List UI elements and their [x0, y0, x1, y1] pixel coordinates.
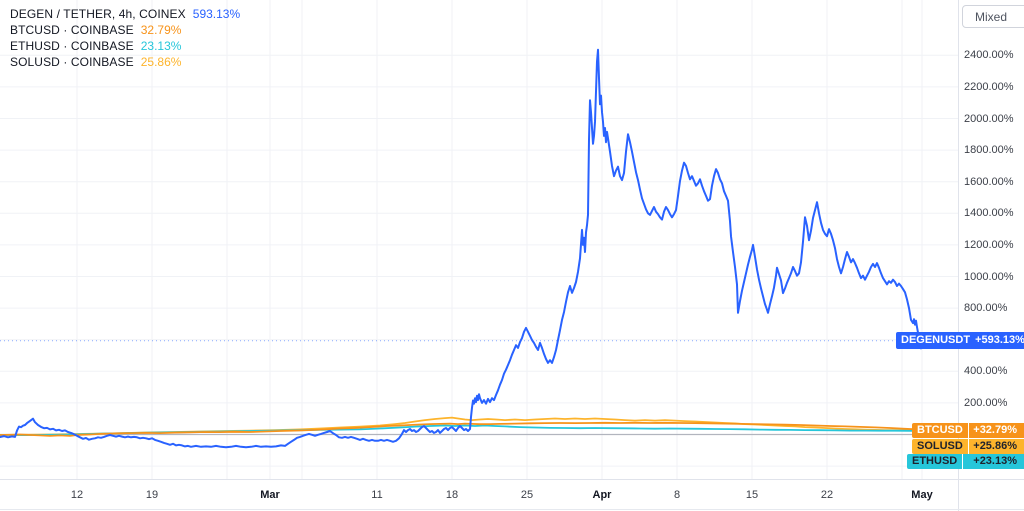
price-axis-label: 2400.00%	[964, 49, 1014, 62]
time-axis-label-18: 18	[445, 489, 459, 501]
price-axis-label: 400.00%	[964, 365, 1008, 378]
legend-row-main[interactable]: DEGEN / TETHER, 4h, COINEX 593.13%	[10, 6, 240, 21]
time-axis-label-19: 19	[145, 489, 159, 501]
legend-row-solusd[interactable]: SOLUSD · COINBASE 25.86%	[10, 54, 240, 69]
time-axis-label-15: 15	[745, 489, 759, 501]
legend-row-ethusd[interactable]: ETHUSD · COINBASE 23.13%	[10, 38, 240, 53]
unit-mode-label: Mixed	[975, 9, 1008, 24]
price-label-symbol: BTCUSD	[912, 423, 968, 438]
time-axis-label-may: May	[911, 489, 933, 501]
price-axis-label: 200.00%	[964, 396, 1008, 409]
time-axis-label-apr: Apr	[592, 489, 612, 501]
compare-symbol-value: 32.79%	[140, 22, 182, 37]
price-axis-label: 1200.00%	[964, 238, 1014, 251]
price-axis-label: 1400.00%	[964, 207, 1014, 220]
price-label-btcusd: BTCUSD +32.79%	[912, 423, 1024, 438]
compare-symbol-value: 23.13%	[140, 38, 182, 53]
price-axis-label: 1800.00%	[964, 144, 1014, 157]
compare-symbol-title: SOLUSD · COINBASE	[10, 54, 134, 69]
time-axis-separator	[0, 479, 1024, 480]
chart-panel[interactable]: DEGEN / TETHER, 4h, COINEX 593.13% BTCUS…	[0, 0, 958, 479]
price-label-ethusd: ETHUSD +23.13%	[907, 454, 1024, 469]
price-label-value: +32.79%	[968, 423, 1024, 438]
price-label-solusd: SOLUSD +25.86%	[912, 438, 1024, 454]
time-axis-label-11: 11	[371, 489, 383, 501]
compare-symbol-title: ETHUSD · COINBASE	[10, 38, 134, 53]
price-axis-label: 800.00%	[964, 302, 1008, 315]
price-axis-separator	[958, 0, 959, 511]
price-label-value: +23.13%	[963, 454, 1024, 469]
price-label-value: +593.13%	[975, 332, 1024, 349]
price-label-divider	[967, 438, 969, 454]
time-axis[interactable]: 12 19 Mar 11 18 25 Apr 8 15 22 May	[0, 480, 958, 510]
time-axis-label-22: 22	[820, 489, 834, 501]
time-axis-label-8: 8	[673, 489, 681, 501]
price-axis-label: 2200.00%	[964, 80, 1014, 93]
chart-legend: DEGEN / TETHER, 4h, COINEX 593.13% BTCUS…	[10, 6, 240, 70]
price-label-divider	[962, 454, 964, 469]
price-label-divider	[967, 423, 969, 438]
main-symbol-title: DEGEN / TETHER, 4h, COINEX	[10, 6, 186, 21]
price-axis-label: 1600.00%	[964, 175, 1014, 188]
price-axis[interactable]: 2400.00% 2200.00% 2000.00% 1800.00% 1600.00%…	[959, 0, 1024, 479]
compare-symbol-title: BTCUSD · COINBASE	[10, 22, 134, 37]
time-axis-label-12: 12	[70, 489, 84, 501]
price-label-value: +25.86%	[968, 438, 1024, 454]
series-line-degenusdt	[0, 48, 923, 449]
chart-canvas[interactable]	[0, 0, 958, 479]
price-label-symbol: SOLUSD	[912, 438, 968, 454]
compare-symbol-value: 25.86%	[140, 54, 182, 69]
price-axis-label: 1000.00%	[964, 270, 1014, 283]
unit-mode-dropdown[interactable]: Mixed	[962, 5, 1024, 28]
price-label-symbol: ETHUSD	[907, 454, 963, 469]
time-axis-label-mar: Mar	[260, 489, 280, 501]
series-line-btcusd	[0, 421, 923, 437]
time-axis-label-25: 25	[520, 489, 534, 501]
price-axis-label: 2000.00%	[964, 112, 1014, 125]
main-symbol-value: 593.13%	[192, 6, 241, 21]
widget-bottom-edge	[0, 509, 1024, 510]
price-label-symbol: DEGENUSDT	[896, 332, 976, 349]
legend-row-btcusd[interactable]: BTCUSD · COINBASE 32.79%	[10, 22, 240, 37]
price-label-degenusdt: DEGENUSDT +593.13%	[896, 332, 1024, 349]
